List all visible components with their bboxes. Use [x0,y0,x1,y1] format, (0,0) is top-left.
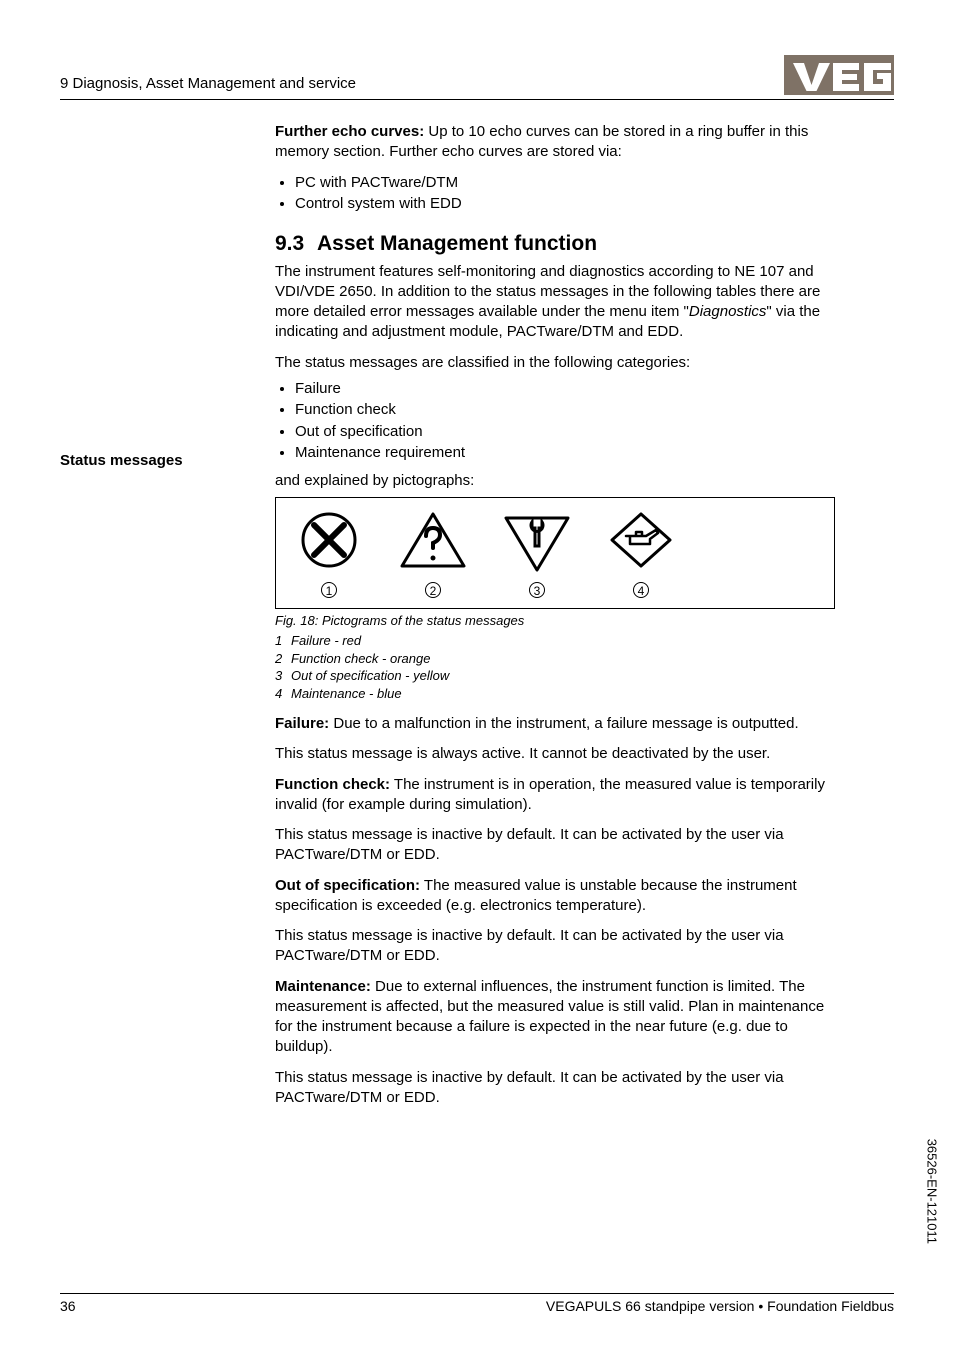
list-item: Maintenance requirement [295,443,835,463]
def-func-p2: This status message is inactive by defau… [275,825,835,866]
figure-legend-4: 4Maintenance - blue [275,685,835,703]
further-echo-intro: Further echo curves: Up to 10 echo curve… [275,122,835,163]
failure-icon [294,508,364,578]
subsection-number: 9.3 [275,232,317,256]
subsection-intro: The instrument features self-monitoring … [275,262,835,343]
subsection-heading: 9.3Asset Management function [275,232,835,256]
def-func-p1: Function check: The instrument is in ope… [275,775,835,816]
further-echo-bold: Further echo curves: [275,123,424,140]
def-maint-p1: Maintenance: Due to external influences,… [275,977,835,1058]
status-list: Failure Function check Out of specificat… [275,379,835,463]
figure-legend-2: 2Function check - orange [275,650,835,668]
fig-num-1: 1 [326,584,333,598]
vega-logo [784,55,894,95]
list-item: Control system with EDD [295,194,835,214]
figure-caption: Fig. 18: Pictograms of the status messag… [275,613,835,628]
def-failure-p2: This status message is always active. It… [275,744,835,764]
def-out-p2: This status message is inactive by defau… [275,926,835,967]
figure-legend-1: 1Failure - red [275,632,835,650]
page-header: 9 Diagnosis, Asset Management and servic… [60,55,894,100]
figure-legend-3: 3Out of specification - yellow [275,667,835,685]
list-item: Failure [295,379,835,399]
diagnostics-italic: Diagnostics [689,303,767,320]
list-item: Out of specification [295,422,835,442]
function-check-icon [398,508,468,578]
def-out-p1: Out of specification: The measured value… [275,876,835,917]
doc-title-footer: VEGAPULS 66 standpipe version • Foundati… [546,1298,894,1314]
section-running-title: 9 Diagnosis, Asset Management and servic… [60,55,356,92]
side-doc-code: 36526-EN-121011 [924,1139,939,1244]
figure-pictograms: 1 2 [275,497,835,609]
maintenance-icon [606,508,676,578]
list-item: Function check [295,400,835,420]
def-failure-p1: Failure: Due to a malfunction in the ins… [275,714,835,734]
page-footer: 36 VEGAPULS 66 standpipe version • Found… [60,1293,894,1314]
status-intro: The status messages are classified in th… [275,353,835,373]
page-number: 36 [60,1298,76,1314]
fig-num-2: 2 [430,584,437,598]
left-label-status-messages: Status messages [60,452,275,469]
fig-num-4: 4 [638,584,645,598]
list-item: PC with PACTware/DTM [295,173,835,193]
subsection-title: Asset Management function [317,232,597,255]
def-maint-p2: This status message is inactive by defau… [275,1068,835,1109]
main-content: Further echo curves: Up to 10 echo curve… [275,122,835,1118]
fig-num-3: 3 [534,584,541,598]
and-explained: and explained by pictographs: [275,471,835,491]
out-of-spec-icon [502,508,572,578]
further-echo-list: PC with PACTware/DTM Control system with… [275,173,835,214]
